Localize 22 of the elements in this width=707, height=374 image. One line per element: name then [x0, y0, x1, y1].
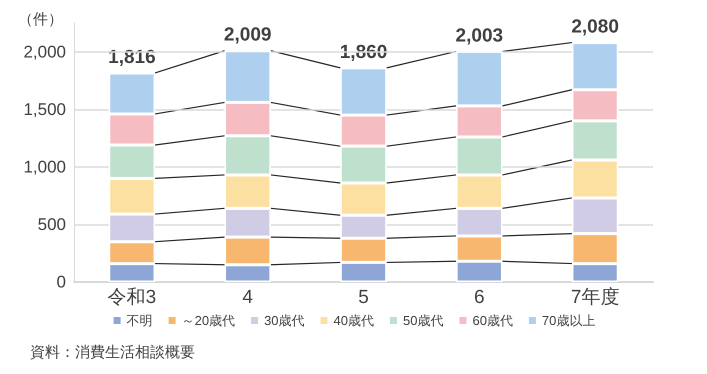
- legend-label: 30歳代: [264, 313, 305, 328]
- x-tick-label: 6: [474, 287, 485, 308]
- y-tick-label: 2,000: [23, 42, 66, 62]
- x-tick-label: 5: [358, 287, 369, 308]
- legend-label: 70歳以上: [542, 313, 596, 328]
- x-tick-label: 4: [242, 287, 254, 308]
- legend-label: ～20歳代: [182, 313, 236, 328]
- total-label: 2,003: [456, 25, 504, 46]
- legend-label: 60歳代: [472, 313, 513, 328]
- legend-label: 40歳代: [334, 313, 374, 328]
- y-tick-label: 500: [38, 214, 66, 234]
- y-tick-label: 0: [56, 272, 66, 292]
- text: 資料：消費生活相談概要: [30, 344, 195, 361]
- total-label: 2,080: [571, 16, 619, 38]
- x-tick-label: 令和3: [108, 287, 156, 308]
- total-label: 2,009: [224, 24, 272, 46]
- legend-label: 不明: [126, 313, 153, 328]
- x-tick-label: 7年度: [570, 286, 620, 308]
- y-axis-title: （件）: [18, 11, 63, 28]
- y-tick-label: 1,500: [23, 100, 66, 119]
- legend-label: 50歳代: [403, 313, 444, 328]
- y-tick-label: 1,000: [23, 157, 66, 176]
